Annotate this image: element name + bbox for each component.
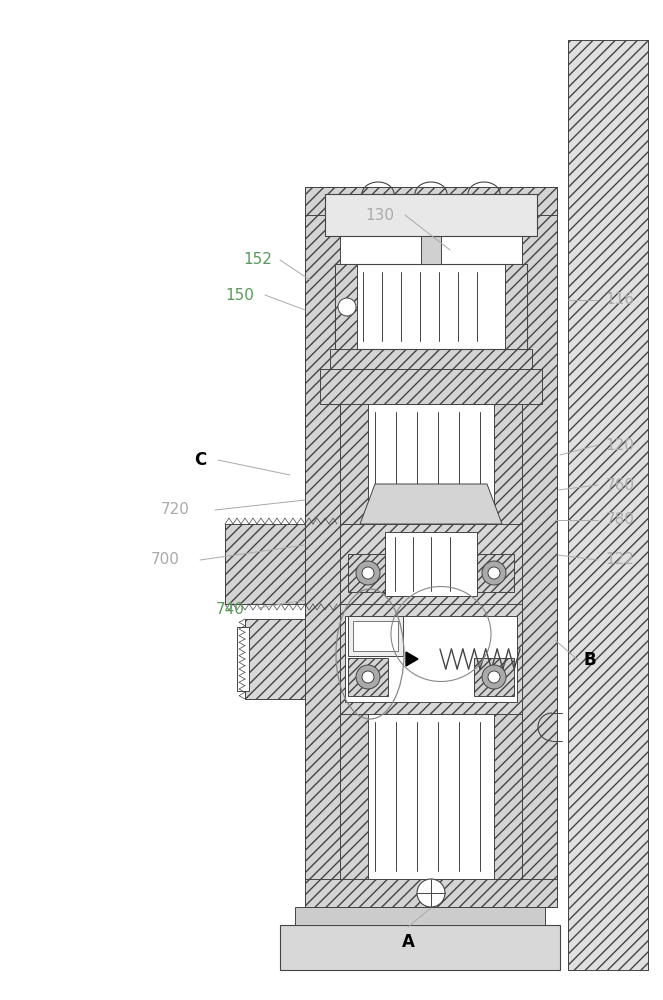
Bar <box>474 658 514 696</box>
Bar <box>568 40 648 970</box>
Bar <box>237 627 249 691</box>
Bar <box>330 349 532 369</box>
Bar <box>245 619 305 699</box>
Bar <box>295 907 545 925</box>
Bar <box>421 236 441 264</box>
Polygon shape <box>406 652 418 666</box>
Bar <box>280 925 560 970</box>
Text: 130: 130 <box>365 208 394 223</box>
Text: 150: 150 <box>225 288 255 302</box>
Circle shape <box>362 671 374 683</box>
Circle shape <box>488 671 500 683</box>
Circle shape <box>356 561 380 585</box>
Bar <box>225 524 305 604</box>
Bar <box>494 714 522 879</box>
Bar <box>494 404 522 524</box>
Bar <box>340 404 368 524</box>
Text: 152: 152 <box>243 252 272 267</box>
Text: 122: 122 <box>605 552 634 568</box>
Text: 740: 740 <box>215 602 245 617</box>
Bar <box>385 532 477 596</box>
Text: 760: 760 <box>605 478 634 492</box>
Bar <box>335 264 527 349</box>
Circle shape <box>356 665 380 689</box>
Bar <box>505 264 527 349</box>
Text: C: C <box>194 451 206 469</box>
Bar <box>305 187 340 907</box>
Text: 116: 116 <box>605 292 634 308</box>
Circle shape <box>362 567 374 579</box>
Bar <box>335 264 357 349</box>
Circle shape <box>488 567 500 579</box>
Bar <box>320 369 542 404</box>
Bar <box>305 187 557 215</box>
Circle shape <box>417 879 445 907</box>
Text: 720: 720 <box>160 502 190 518</box>
Bar <box>348 658 388 696</box>
Bar <box>340 714 522 879</box>
Bar <box>348 554 388 592</box>
Bar <box>340 524 522 604</box>
Text: 700: 700 <box>151 552 180 568</box>
Circle shape <box>338 298 356 316</box>
Text: A: A <box>402 933 414 951</box>
Circle shape <box>482 665 506 689</box>
Bar <box>305 879 557 907</box>
Circle shape <box>482 561 506 585</box>
Text: 120: 120 <box>605 438 634 452</box>
Bar <box>348 616 403 656</box>
Bar <box>353 621 398 651</box>
Bar <box>522 187 557 907</box>
Bar <box>340 604 522 714</box>
Bar <box>345 616 517 702</box>
Bar <box>474 554 514 592</box>
Text: 780: 780 <box>605 512 634 528</box>
Bar <box>325 194 537 236</box>
Bar <box>340 404 522 524</box>
Text: B: B <box>583 651 596 669</box>
Polygon shape <box>360 484 502 524</box>
Bar <box>340 714 368 879</box>
